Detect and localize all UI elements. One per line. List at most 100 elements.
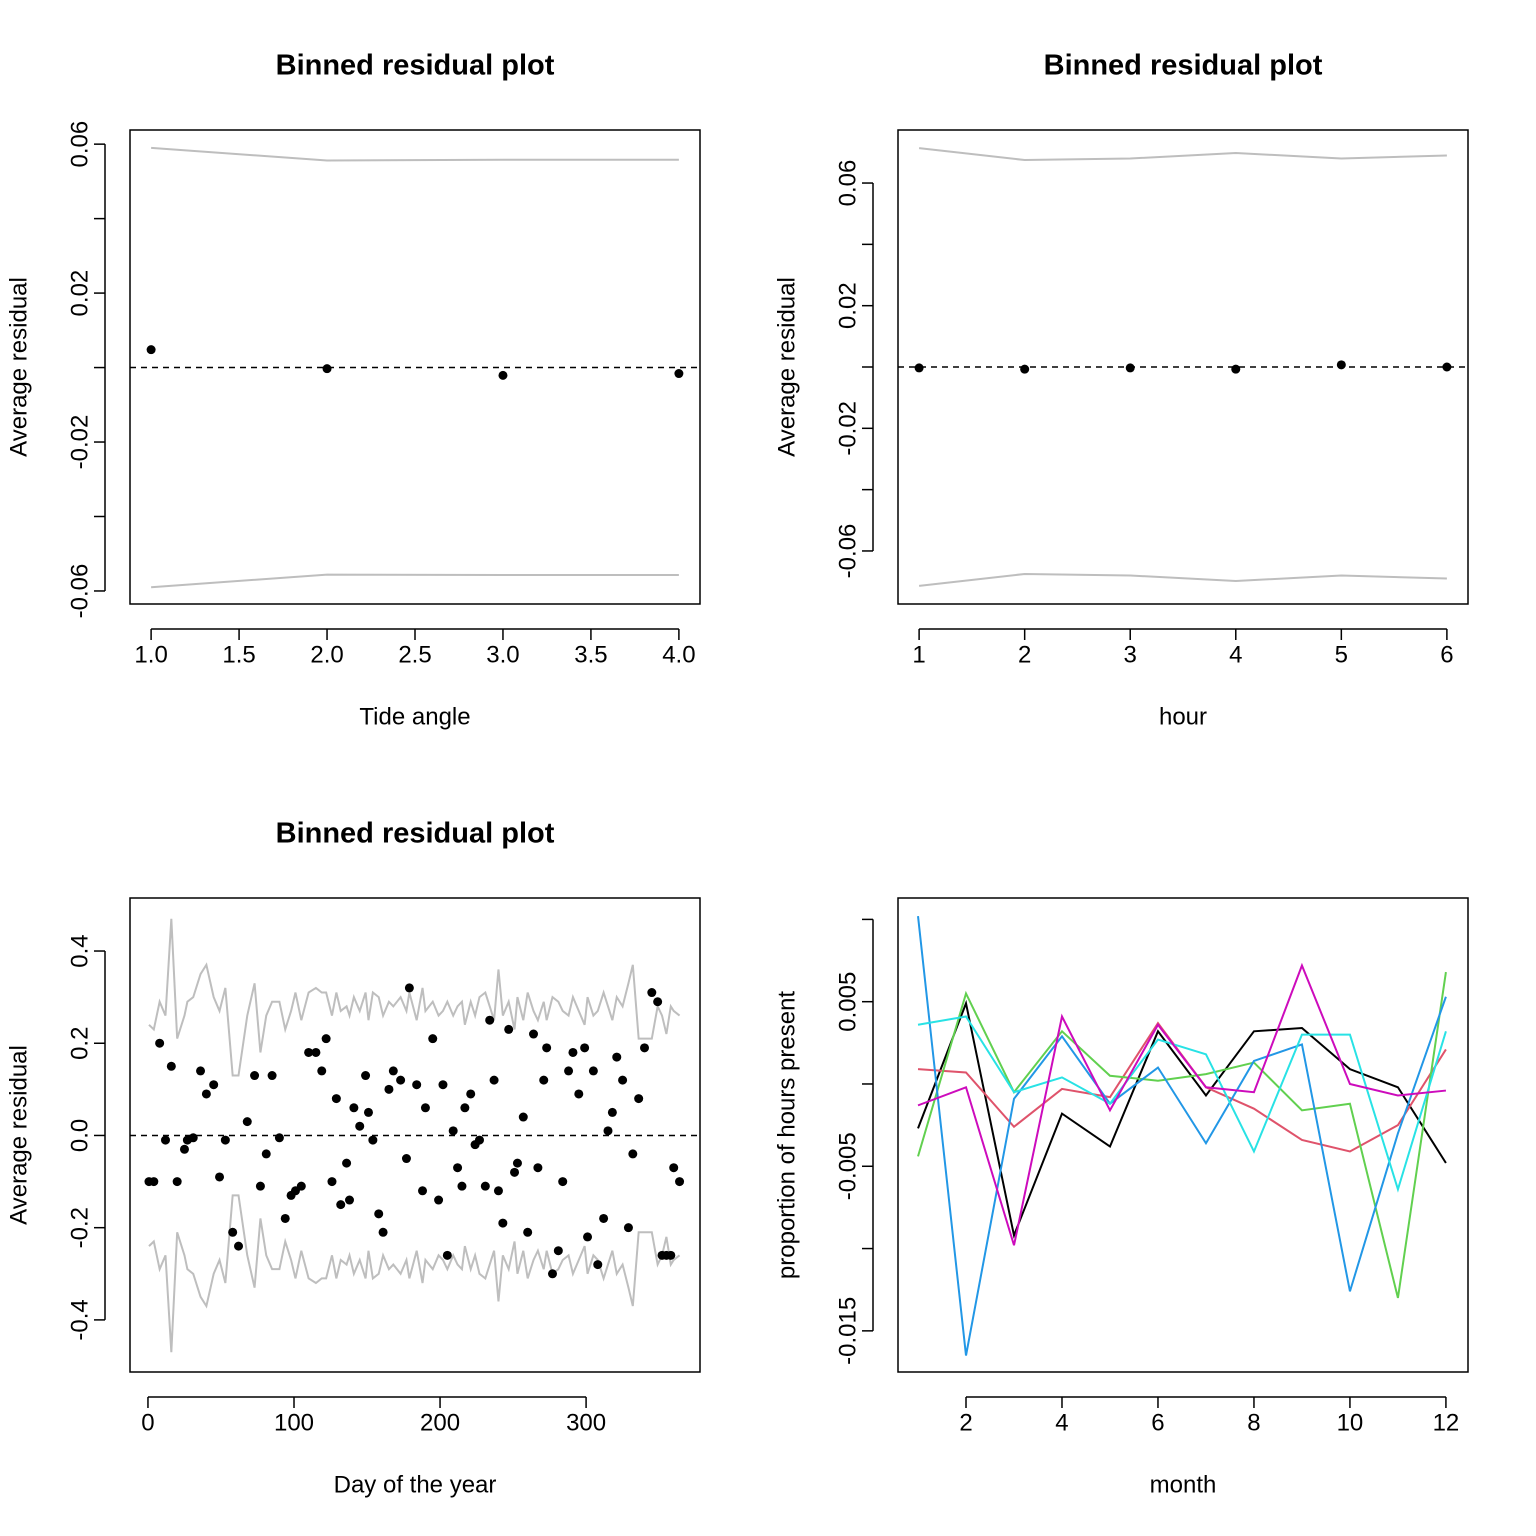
band-lower (151, 573, 679, 589)
x-tick-label: 1.0 (134, 641, 167, 668)
y-tick-label: -0.015 (834, 1297, 861, 1365)
y-axis-label: Average residual (5, 1045, 32, 1225)
point (539, 1075, 549, 1085)
series-line (917, 962, 1447, 1246)
point (529, 1029, 539, 1039)
x-tick-label: 6 (1440, 641, 1453, 668)
x-tick-label: 0 (141, 1409, 154, 1436)
point (384, 1084, 394, 1094)
point (666, 1250, 676, 1260)
x-axis-label: Tide angle (359, 703, 470, 730)
y-tick-label: 0.02 (834, 282, 861, 329)
point (623, 1223, 633, 1233)
point (280, 1213, 290, 1223)
point (172, 1177, 182, 1187)
x-tick-label: 4 (1229, 641, 1242, 668)
y-tick-label: 0.2 (66, 1027, 93, 1060)
x-tick-label: 8 (1247, 1409, 1260, 1436)
point (311, 1047, 321, 1057)
point (331, 1094, 341, 1104)
band-lower (148, 1194, 681, 1353)
point (607, 1107, 617, 1117)
point (160, 1135, 170, 1145)
point (466, 1089, 476, 1099)
point (155, 1038, 165, 1048)
y-tick-label: -0.4 (66, 1299, 93, 1340)
point (653, 997, 663, 1007)
series-line (917, 971, 1447, 1299)
point (321, 1034, 331, 1044)
x-tick-label: 100 (274, 1409, 314, 1436)
plot-frame (897, 897, 1469, 1373)
point (489, 1075, 499, 1085)
point (412, 1080, 422, 1090)
point (361, 1071, 371, 1081)
point (345, 1195, 355, 1205)
point (179, 1144, 189, 1154)
point (647, 988, 657, 998)
point (196, 1066, 206, 1076)
point (368, 1135, 378, 1145)
point (420, 1103, 430, 1113)
point (146, 345, 156, 355)
x-tick-label: 2 (1018, 641, 1031, 668)
point (209, 1080, 219, 1090)
x-axis-label: hour (1159, 703, 1207, 730)
point (438, 1080, 448, 1090)
band-upper (151, 146, 679, 162)
point (914, 363, 924, 373)
x-tick-label: 5 (1335, 641, 1348, 668)
point (304, 1047, 314, 1057)
y-tick-label: -0.06 (834, 524, 861, 579)
x-tick-label: 1 (912, 641, 925, 668)
point (504, 1024, 514, 1034)
x-tick-label: 300 (566, 1409, 606, 1436)
point (201, 1089, 211, 1099)
point (603, 1126, 613, 1136)
x-tick-label: 1.5 (222, 641, 255, 668)
point (434, 1195, 444, 1205)
series-line (917, 1015, 1447, 1193)
point (327, 1177, 337, 1187)
point (518, 1112, 528, 1122)
point (418, 1186, 428, 1196)
series-line (917, 999, 1447, 1239)
point (498, 1218, 508, 1228)
x-axis-label: Day of the year (334, 1471, 497, 1498)
point (349, 1103, 359, 1113)
point (442, 1250, 452, 1260)
point (261, 1149, 271, 1159)
point (274, 1133, 284, 1143)
point (580, 1043, 590, 1053)
point (542, 1043, 552, 1053)
point (363, 1107, 373, 1117)
y-tick-label: 0.02 (66, 270, 93, 317)
x-tick-label: 6 (1151, 1409, 1164, 1436)
point (669, 1163, 679, 1173)
y-tick-label: -0.2 (66, 1207, 93, 1248)
y-tick-label: 0.005 (834, 972, 861, 1032)
point (593, 1260, 603, 1270)
point (342, 1158, 352, 1168)
point (1125, 363, 1135, 373)
point (149, 1177, 159, 1187)
x-tick-label: 12 (1433, 1409, 1460, 1436)
x-axis-label: month (1150, 1471, 1217, 1498)
point (404, 983, 414, 993)
point (523, 1227, 533, 1237)
point (448, 1126, 458, 1136)
point (378, 1227, 388, 1237)
x-tick-label: 4 (1055, 1409, 1068, 1436)
x-tick-label: 2 (959, 1409, 972, 1436)
point (188, 1133, 198, 1143)
point (317, 1066, 327, 1076)
point (640, 1043, 650, 1053)
y-tick-label: -0.02 (834, 401, 861, 456)
point (250, 1071, 260, 1081)
point (498, 370, 508, 380)
point (267, 1071, 277, 1081)
point (336, 1200, 346, 1210)
chart-title: Binned residual plot (276, 50, 555, 82)
x-tick-label: 4.0 (662, 641, 695, 668)
